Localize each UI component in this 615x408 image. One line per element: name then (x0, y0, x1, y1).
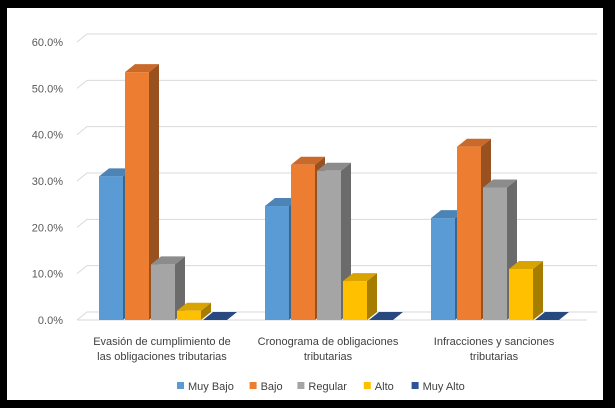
bar-front (317, 170, 341, 320)
legend-label: Muy Bajo (188, 381, 234, 393)
legend-swatch (249, 382, 257, 389)
legend-label: Regular (308, 381, 347, 393)
bar-top (509, 261, 543, 270)
category-label: Evasión de cumplimiento de las obligacion… (93, 336, 231, 363)
gridlines (76, 33, 597, 321)
bar (535, 312, 569, 320)
y-tick-label: 40.0% (32, 130, 63, 142)
legend-label: Bajo (261, 381, 283, 393)
bar-front (431, 218, 455, 320)
bar-front (99, 176, 123, 320)
bar-top (431, 210, 465, 219)
bar (369, 312, 403, 320)
bar-top (369, 312, 403, 320)
legend-item: Muy Alto (411, 381, 465, 393)
bar-top (203, 312, 237, 320)
bar (203, 312, 237, 320)
bar-front (125, 72, 149, 320)
bar-side (149, 64, 159, 320)
bar (177, 302, 211, 320)
bar-front (177, 310, 201, 320)
legend-swatch (297, 382, 305, 389)
bar-front (291, 164, 315, 320)
bar-side (175, 256, 185, 320)
y-tick-label: 10.0% (32, 269, 63, 281)
bar (343, 273, 377, 320)
chart-frame: 0.0% 10.0% 20.0% 30.0% 40.0% 50.0% 60.0% Evasi… (5, 6, 605, 402)
bar (151, 256, 185, 320)
y-tick-label: 60.0% (32, 37, 63, 49)
legend-swatch (411, 382, 419, 389)
bar-chart: 0.0% 10.0% 20.0% 30.0% 40.0% 50.0% 60.0% Evasi… (32, 33, 597, 393)
legend: Muy Bajo Bajo Regular Alto Muy Alto (177, 381, 465, 393)
gridline (76, 265, 597, 275)
bar-front (265, 206, 289, 320)
bar-side (201, 302, 211, 320)
y-tick-label: 50.0% (32, 83, 63, 95)
bar-top (291, 156, 325, 165)
bar-top (125, 64, 159, 73)
legend-item: Muy Bajo (177, 381, 234, 393)
bar-front (343, 281, 367, 320)
bar-side (533, 261, 543, 320)
bar-top (99, 168, 133, 177)
bar-top (343, 273, 377, 282)
gridline (76, 218, 597, 228)
bar-side (367, 273, 377, 320)
gridline (76, 311, 597, 321)
legend-item: Regular (297, 381, 347, 393)
y-axis-ticks: 0.0% 10.0% 20.0% 30.0% 40.0% 50.0% 60.0% (32, 37, 63, 327)
bar-top (151, 256, 185, 265)
gridline (76, 126, 597, 136)
bar-front (509, 269, 533, 320)
bar-front (483, 187, 507, 320)
y-tick-label: 20.0% (32, 222, 63, 234)
bar (125, 64, 159, 320)
legend-swatch (177, 382, 184, 389)
bar-top (317, 162, 351, 171)
legend-swatch (363, 382, 371, 389)
bar-front (151, 264, 175, 320)
category-labels: Evasión de cumplimiento de las obligacion… (93, 336, 555, 363)
y-tick-label: 30.0% (32, 176, 63, 188)
bar (509, 261, 543, 320)
legend-label: Muy Alto (423, 381, 465, 393)
bar-top (535, 312, 569, 320)
bar-top (265, 198, 299, 207)
gridline (76, 79, 597, 89)
category-label: Infracciones y sanciones tributarias (434, 336, 555, 363)
legend-label: Alto (375, 381, 394, 393)
bar-top (457, 138, 491, 147)
legend-item: Alto (363, 381, 394, 393)
category-label: Cronograma de obligaciones tributarias (258, 336, 399, 363)
bar-top (483, 179, 517, 188)
bar-top (177, 302, 211, 311)
gridline (76, 33, 597, 43)
y-tick-label: 0.0% (38, 315, 63, 327)
legend-item: Bajo (249, 381, 283, 393)
bars (99, 64, 569, 320)
bar-front (457, 146, 481, 320)
gridline (76, 172, 597, 182)
